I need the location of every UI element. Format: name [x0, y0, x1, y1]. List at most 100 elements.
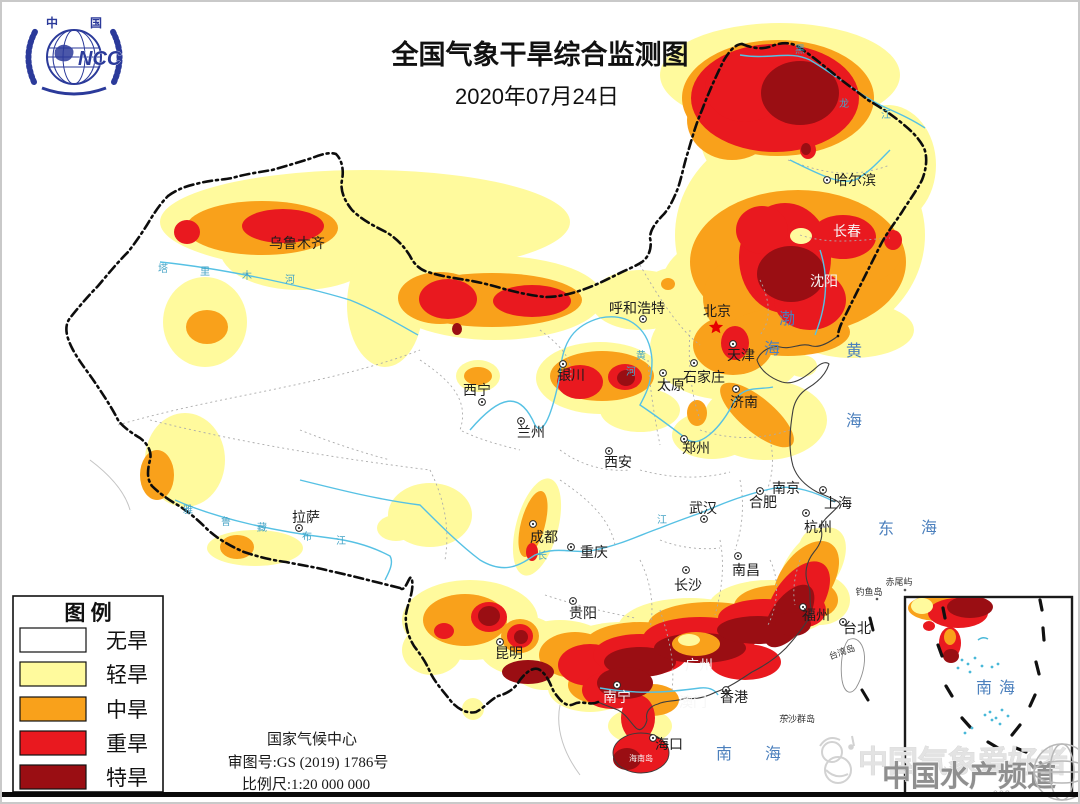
river-label-heilongjiang-1: 黑 — [795, 44, 805, 56]
inset-sea-label-char1: 南 — [976, 679, 992, 697]
credit-org: 国家气候中心 — [267, 731, 357, 748]
river-label-yarlung-5: 江 — [336, 535, 346, 547]
island-label-dongsha: 东沙群岛 — [779, 713, 815, 724]
city-label-shijiazhuang: 石家庄 — [683, 369, 725, 386]
inset-nine-dash-line — [936, 598, 1046, 754]
city-label-fuzhou: 福州 — [802, 608, 830, 624]
city-label-taiyuan: 太原 — [657, 378, 685, 394]
river-label-changjiang-2: 江 — [657, 514, 667, 526]
city-label-haerbin: 哈尔滨 — [834, 173, 876, 189]
river-label-tarim-2: 里 — [200, 266, 210, 278]
coastline — [597, 335, 841, 731]
logo-landmass — [54, 44, 74, 62]
city-label-tianjin: 天津 — [727, 348, 755, 364]
province-boundaries — [117, 159, 891, 691]
river-label-changjiang-1: 长 — [537, 550, 547, 562]
ncc-logo: 中 国 NCC — [25, 15, 123, 96]
city-label-chengdu: 成都 — [530, 530, 558, 546]
city-label-wulumuqi: 乌鲁木齐 — [269, 236, 325, 252]
legend-swatch-severe — [19, 730, 87, 756]
river-label-yarlung-1: 雅 — [183, 503, 193, 516]
city-label-wuhan: 武汉 — [689, 501, 717, 517]
sea-label-bohai-char1: 渤 — [779, 310, 795, 328]
sea-label-huanghai-char2: 海 — [846, 412, 862, 430]
city-label-aomen: 澳门 — [679, 695, 707, 711]
neighbor-coastline — [89, 459, 581, 776]
city-label-guiyang: 贵阳 — [569, 606, 597, 622]
city-label-chongqing: 重庆 — [580, 545, 608, 561]
legend-swatch-none — [19, 627, 87, 653]
city-label-xining: 西宁 — [463, 382, 491, 399]
taiwan-island — [840, 638, 865, 693]
river-label-tarim-3: 木 — [242, 270, 252, 282]
city-marker-set — [295, 176, 847, 742]
river-label-yarlung-3: 藏 — [257, 522, 267, 534]
sea-label-nanhai-char2: 海 — [765, 745, 781, 763]
credit-map-number: 审图号:GS (2019) 1786号 — [228, 754, 389, 771]
city-label-nanjing: 南京 — [772, 481, 800, 497]
legend-label-light: 轻旱 — [106, 663, 148, 687]
city-label-huhehaote: 呼和浩特 — [609, 301, 665, 317]
river-label-heilongjiang-3: 江 — [881, 109, 891, 121]
city-label-nanchang: 南昌 — [732, 563, 760, 579]
legend-swatch-moderate — [19, 696, 87, 722]
city-label-haikou: 海口 — [655, 737, 683, 753]
island-label-diaoyudao: 钓鱼岛 — [855, 586, 882, 597]
city-label-guangzhou: 广州 — [685, 658, 713, 674]
logo-text-guo: 国 — [90, 16, 102, 30]
watermark-bird-doodle — [819, 735, 855, 784]
river-label-tarim-4: 河 — [285, 274, 295, 286]
inset-drought-shading — [908, 598, 993, 663]
logo-text-zhong: 中 — [46, 15, 58, 30]
city-label-hangzhou: 杭州 — [804, 520, 832, 536]
legend-label-none: 无旱 — [106, 629, 148, 653]
city-label-taibei: 台北 — [843, 621, 871, 637]
drought-holes — [672, 228, 812, 656]
river-label-tarim-1: 塔 — [158, 262, 168, 275]
legend-swatch-extreme — [19, 764, 87, 790]
logo-acronym: NCC — [78, 48, 122, 70]
legend-label-severe: 重旱 — [106, 732, 148, 756]
island-label-hainan: 海南岛 — [629, 753, 653, 763]
watermark-globe-icon — [1033, 743, 1080, 801]
river-label-yarlung-4: 布 — [302, 531, 312, 543]
city-label-changchun: 长春 — [833, 224, 861, 240]
bottom-rule — [0, 792, 1080, 797]
city-label-jinan: 济南 — [730, 395, 758, 411]
river-label-heilongjiang-2: 龙 — [839, 97, 849, 110]
city-label-lanzhou: 兰州 — [517, 425, 545, 441]
credit-scale: 比例尺:1:20 000 000 — [242, 776, 370, 793]
watermark-weather-fans: 中国气象爱好者 — [858, 746, 1068, 779]
inset-island-dots — [956, 636, 1010, 735]
legend-title: 图 例 — [64, 601, 111, 625]
city-markers — [295, 176, 847, 742]
inset-sea-label-char2: 海 — [999, 679, 1015, 697]
dash-line-segments — [860, 616, 875, 702]
city-label-shanghai: 上海 — [824, 496, 852, 512]
city-label-shenyang: 沈阳 — [810, 274, 838, 290]
national-border — [65, 41, 928, 714]
page-title: 全国气象干旱综合监测图 — [391, 39, 689, 70]
city-label-lasa: 拉萨 — [292, 510, 320, 526]
city-label-nanning: 南宁 — [603, 689, 631, 706]
city-label-xianggang: 香港 — [720, 690, 748, 706]
island-label-chiweiyu: 赤尾屿 — [885, 577, 912, 587]
sea-label-donghai-char2: 海 — [921, 519, 937, 537]
page-date: 2020年07月24日 — [455, 84, 619, 109]
legend-swatch-light — [19, 661, 87, 687]
legend-label-extreme: 特旱 — [106, 766, 148, 790]
river-label-huanghe-2: 河 — [626, 366, 636, 378]
watermark-fishery-channel: 中国水产频道 — [882, 760, 1056, 793]
legend-box: 图 例 无旱 轻旱 中旱 重旱 特旱 — [12, 595, 164, 793]
sea-label-nanhai-char1: 南 — [716, 745, 732, 763]
hainan-outline — [612, 732, 670, 774]
legend-label-moderate: 中旱 — [106, 698, 148, 722]
inset-map: 南 海 — [903, 595, 1074, 796]
city-label-beijing: 北京 — [703, 304, 731, 320]
city-label-changsha: 长沙 — [674, 578, 702, 594]
river-label-yarlung-2: 鲁 — [221, 515, 231, 528]
sea-label-bohai-char2: 海 — [764, 340, 780, 358]
sea-label-huanghai-char1: 黄 — [846, 342, 862, 360]
